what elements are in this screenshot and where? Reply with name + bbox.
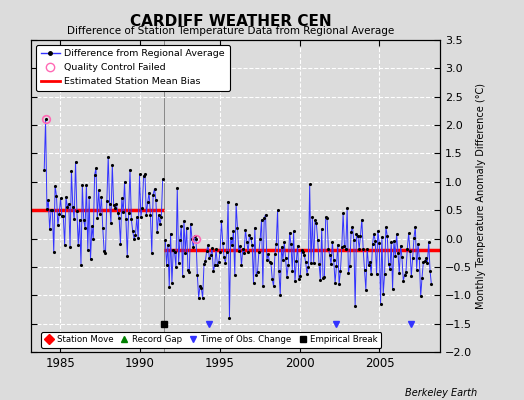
Text: CARDIFF WEATHER CEN: CARDIFF WEATHER CEN [130, 14, 331, 29]
Y-axis label: Monthly Temperature Anomaly Difference (°C): Monthly Temperature Anomaly Difference (… [476, 83, 486, 309]
Text: Berkeley Earth: Berkeley Earth [405, 388, 477, 398]
Legend: Station Move, Record Gap, Time of Obs. Change, Empirical Break: Station Move, Record Gap, Time of Obs. C… [41, 332, 381, 348]
Text: Difference of Station Temperature Data from Regional Average: Difference of Station Temperature Data f… [67, 26, 394, 36]
